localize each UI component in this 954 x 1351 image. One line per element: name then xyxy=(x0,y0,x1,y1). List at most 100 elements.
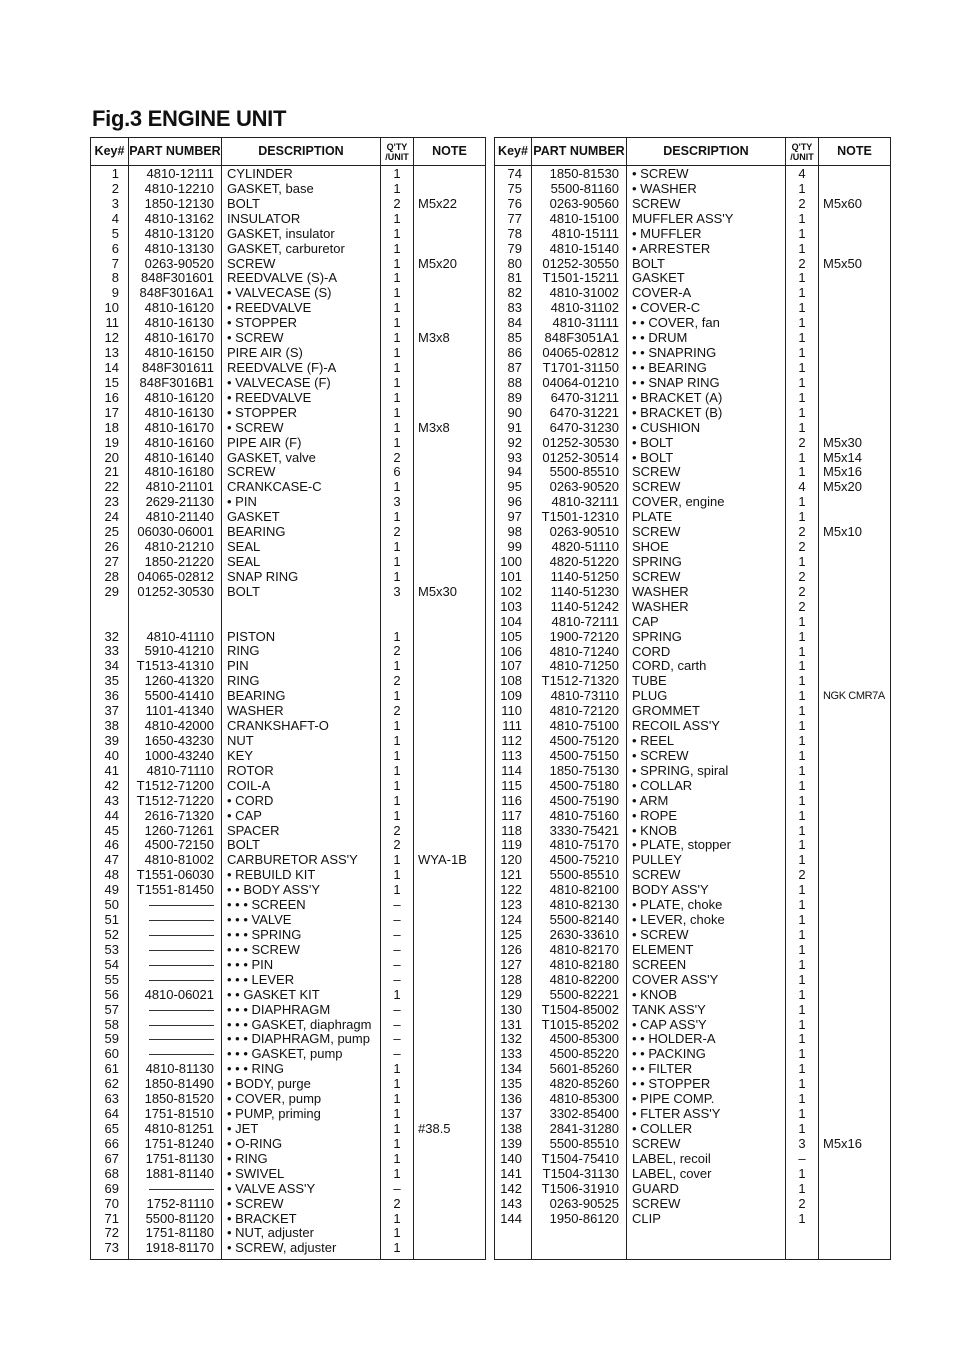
qty-cell: 1 xyxy=(380,405,414,421)
key-cell: 68 xyxy=(90,1166,129,1182)
part-number-cell: 4810-75170 xyxy=(531,838,627,854)
part-number-cell: 6470-31211 xyxy=(531,390,627,406)
table-row: 50 ————— • • • SCREEN – xyxy=(90,898,486,914)
qty-cell: 1 xyxy=(785,241,819,257)
key-cell: 103 xyxy=(494,599,532,615)
part-number-cell xyxy=(128,614,222,630)
note-cell xyxy=(413,569,486,585)
description-cell: • • • GASKET, diaphragm xyxy=(221,1017,381,1033)
description-cell: SHOE xyxy=(626,540,786,555)
table-row: 87 T1701-31150 • • BEARING 1 xyxy=(494,360,891,376)
key-cell: 42 xyxy=(90,778,129,794)
qty-cell: 1 xyxy=(380,256,414,272)
table-row: 43 T1512-71220 • CORD 1 xyxy=(90,793,486,809)
key-cell: 102 xyxy=(494,584,532,600)
qty-cell: – xyxy=(380,942,414,958)
part-number-cell: 2629-21130 xyxy=(128,495,222,511)
note-cell xyxy=(818,286,891,302)
description-cell: • • COVER, fan xyxy=(626,316,786,332)
header-qty-line1: Q'TY xyxy=(791,141,813,152)
part-number-cell: 4810-21140 xyxy=(128,510,222,526)
qty-cell: 1 xyxy=(785,778,819,794)
qty-cell: 2 xyxy=(785,540,819,555)
qty-cell: 1 xyxy=(380,241,414,257)
note-cell: M5x20 xyxy=(413,256,486,272)
part-number-cell: 2630-33610 xyxy=(531,928,627,943)
note-cell xyxy=(818,569,891,585)
table-row: 27 1850-21220 SEAL 1 xyxy=(90,554,486,570)
note-cell xyxy=(413,211,486,227)
description-cell: CAP xyxy=(626,614,786,630)
key-cell: 24 xyxy=(90,510,129,526)
qty-cell: 1 xyxy=(380,360,414,376)
qty-cell: 1 xyxy=(380,1226,414,1242)
note-cell xyxy=(818,241,891,257)
qty-cell: 1 xyxy=(785,465,819,481)
qty-cell: 1 xyxy=(785,286,819,302)
description-cell: • ARM xyxy=(626,793,786,809)
note-cell xyxy=(413,868,486,884)
table-row: 138 2841-31280 • COLLER 1 xyxy=(494,1122,891,1137)
note-cell xyxy=(818,346,891,361)
part-number-cell: 4820-85260 xyxy=(531,1077,627,1093)
part-number-cell: 848F3051A1 xyxy=(531,331,627,347)
part-number-cell: 4820-51110 xyxy=(531,540,627,555)
qty-cell: – xyxy=(380,1047,414,1063)
key-cell: 60 xyxy=(90,1047,129,1063)
description-cell: • SCREW xyxy=(626,165,786,182)
description-cell: • • SNAPRING xyxy=(626,346,786,361)
part-number-cell: 5601-85260 xyxy=(531,1062,627,1078)
part-number-cell: 4810-16130 xyxy=(128,316,222,332)
qty-cell: – xyxy=(785,1151,819,1167)
description-cell: SPRING xyxy=(626,554,786,570)
description-cell xyxy=(221,599,381,615)
table-row: 74 1850-81530 • SCREW 4 xyxy=(494,165,891,182)
qty-cell: 1 xyxy=(785,1092,819,1108)
table-row: 61 4810-81130 • • • RING 1 xyxy=(90,1062,486,1078)
qty-cell: 1 xyxy=(380,808,414,824)
note-cell: M3x8 xyxy=(413,420,486,436)
key-cell: 67 xyxy=(90,1151,129,1167)
part-number-cell: 4810-85300 xyxy=(531,1092,627,1108)
key-cell: 93 xyxy=(494,450,532,466)
table-header: Key# PART NUMBER DESCRIPTION Q'TY/UNIT N… xyxy=(90,137,486,166)
part-number-cell: T1504-75410 xyxy=(531,1151,627,1167)
qty-cell: 2 xyxy=(785,584,819,600)
note-cell: M5x20 xyxy=(818,480,891,496)
key-cell: 91 xyxy=(494,420,532,436)
part-number-cell: T1551-06030 xyxy=(128,868,222,884)
part-number-cell: 848F3016B1 xyxy=(128,375,222,391)
part-number-cell: 4810-21210 xyxy=(128,540,222,555)
note-cell xyxy=(413,659,486,675)
table-row: 77 4810-15100 MUFFLER ASS'Y 1 xyxy=(494,211,891,227)
qty-cell: 1 xyxy=(785,346,819,361)
table-row: 28 04065-02812 SNAP RING 1 xyxy=(90,569,486,585)
qty-cell: 1 xyxy=(380,510,414,526)
description-cell: • • • DIAPHRAGM xyxy=(221,1002,381,1018)
note-cell xyxy=(413,1017,486,1033)
note-cell xyxy=(413,599,486,615)
description-cell: • VALVECASE (F) xyxy=(221,375,381,391)
qty-cell: 1 xyxy=(785,689,819,705)
table-row: 92 01252-30530 • BOLT 2 M5x30 xyxy=(494,435,891,451)
qty-cell: 1 xyxy=(380,540,414,555)
note-cell xyxy=(413,689,486,705)
description-cell: • REEDVALVE xyxy=(221,390,381,406)
table-row: 71 5500-81120 • BRACKET 1 xyxy=(90,1211,486,1227)
note-cell: #38.5 xyxy=(413,1121,486,1137)
table-row: 65 4810-81251 • JET 1 #38.5 xyxy=(90,1121,486,1137)
table-row: 122 4810-82100 BODY ASS'Y 1 xyxy=(494,883,891,899)
table-row: 112 4500-75120 • REEL 1 xyxy=(494,734,891,749)
table-row: 19 4810-16160 PIPE AIR (F) 1 xyxy=(90,435,486,451)
part-number-cell: T1701-31150 xyxy=(531,360,627,376)
description-cell: • JET xyxy=(221,1121,381,1137)
part-number-cell: T1506-31910 xyxy=(531,1181,627,1197)
key-cell: 27 xyxy=(90,554,129,570)
page-title: Fig.3 ENGINE UNIT xyxy=(92,106,287,131)
note-cell xyxy=(818,629,891,645)
part-number-cell: 01252-30550 xyxy=(531,256,627,272)
empty-cell xyxy=(626,1226,786,1261)
table-row: 109 4810-73110 PLUG 1 NGK CMR7A xyxy=(494,689,891,705)
key-cell: 84 xyxy=(494,316,532,332)
table-row: 90 6470-31221 • BRACKET (B) 1 xyxy=(494,405,891,421)
